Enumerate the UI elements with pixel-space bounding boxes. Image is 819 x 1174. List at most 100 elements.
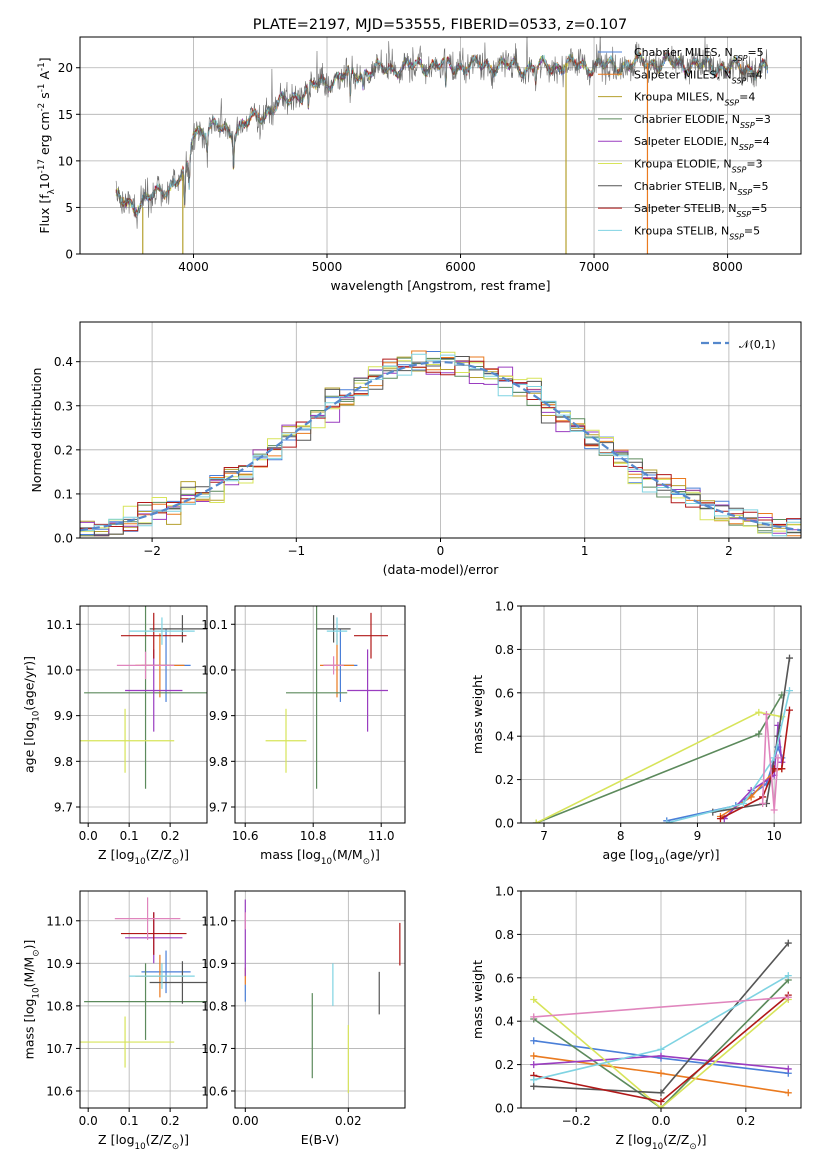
- y-tick-label: 10.0: [46, 663, 73, 677]
- weight-marker: [785, 706, 793, 714]
- y-tick-label: 0.6: [495, 971, 514, 985]
- errorbar-point: [84, 963, 207, 1040]
- y-tick-label: 10.1: [201, 618, 228, 632]
- legend-count: =4: [746, 68, 762, 81]
- weight-marker: [778, 765, 786, 773]
- y-tick-label: 10.8: [201, 999, 228, 1013]
- label-part: (Z/Z: [663, 1132, 689, 1147]
- y-tick-label: 0.0: [495, 1102, 514, 1116]
- plot-area: [244, 899, 401, 1094]
- x-tick-label: 2: [725, 544, 733, 558]
- weight-marker: [530, 1076, 538, 1084]
- legend-subscript: SSP: [740, 120, 755, 129]
- plot-area: [265, 606, 388, 789]
- y-tick-label: 11.0: [46, 914, 73, 928]
- x-tick-label: 10: [767, 829, 782, 843]
- y-tick-label: 10.1: [46, 618, 73, 632]
- weight-line: [533, 998, 789, 1108]
- y-tick-label: 0.0: [54, 532, 73, 546]
- plot-area: [115, 37, 768, 254]
- x-axis-label: (data-model)/error: [383, 562, 500, 577]
- weight-marker: [785, 654, 793, 662]
- label-part: 10: [32, 711, 42, 722]
- y-tick-label: 0.2: [495, 1058, 514, 1072]
- axes-frame: [79, 890, 208, 1109]
- frame: 0.0 0.1 0.29.79.89.910.010.1Z [log10(Z/Z⊙)…: [22, 605, 208, 867]
- label-part: (M/M: [22, 957, 37, 988]
- y-tick-label: 10.9: [46, 957, 73, 971]
- weight-marker: [785, 687, 793, 695]
- errorbar-point: [125, 649, 183, 732]
- chart-title: PLATE=2197, MJD=53555, FIBERID=0533, z=0…: [253, 17, 627, 33]
- x-tick-label: 0.0: [79, 1114, 98, 1128]
- label-part: -1: [37, 62, 47, 71]
- label-part: (M/M: [332, 847, 363, 862]
- errorbar-point: [149, 615, 207, 643]
- errorbar-point: [347, 649, 388, 732]
- y-tick-label: 0.8: [495, 643, 514, 657]
- legend-count: =5: [752, 180, 768, 193]
- x-tick-label: −1: [287, 544, 305, 558]
- y-tick-label: 10.7: [201, 1042, 228, 1056]
- legend-label: Chabrier STELIB, NSSP=5: [634, 180, 768, 197]
- label-part: A: [37, 71, 52, 84]
- label-part: s: [37, 92, 52, 103]
- x-tick-label: −0.2: [562, 1114, 591, 1128]
- y-tick-label: 0.4: [495, 730, 514, 744]
- label-part: Salpeter ELODIE, N: [634, 135, 739, 148]
- label-part: ⊙: [172, 857, 179, 867]
- label-part: Kroupa STELIB, N: [634, 224, 729, 237]
- weight-marker: [530, 996, 538, 1003]
- y-tick-label: 0: [65, 248, 73, 262]
- y-axis-label: mass weight: [470, 675, 485, 754]
- y-tick-label: 10.8: [46, 999, 73, 1013]
- x-tick-label: 0.1: [120, 829, 139, 843]
- weight-marker: [784, 972, 792, 980]
- x-axis-label: Z [log10(Z/Z⊙)]: [98, 1132, 189, 1152]
- normal-curve: [80, 360, 801, 532]
- legend-label: Chabrier MILES, NSSP=5: [634, 46, 764, 63]
- y-tick-label: 9.9: [54, 709, 73, 723]
- legend-label: Salpeter ELODIE, NSSP=4: [634, 135, 770, 152]
- x-tick-label: 0.2: [736, 1114, 755, 1128]
- legend-subscript: SSP: [733, 54, 748, 63]
- label-part: E(B-V): [301, 1132, 340, 1147]
- errorbar-point: [286, 606, 348, 789]
- label-part: -2: [37, 103, 47, 112]
- x-axis-label: wavelength [Angstrom, rest frame]: [330, 278, 550, 293]
- errorbar-point: [354, 612, 388, 659]
- legend: 𝒩(0,1): [701, 338, 776, 351]
- errorbar-point: [129, 963, 195, 989]
- label-part: )]: [22, 940, 37, 950]
- axes-frame: [234, 890, 406, 1109]
- axes-mass_vs_Z: 0.0 0.1 0.210.610.710.810.911.0Z [log10(Z/…: [22, 890, 208, 1152]
- frame: 10.6 10.8 11.0 9.7 9.8 9.9 10.0 10.1 mass [log10…: [201, 605, 406, 867]
- axes-age_vs_Z: 0.0 0.1 0.29.79.89.910.010.1Z [log10(Z/Z⊙)…: [22, 605, 208, 867]
- x-tick-label: 0.1: [120, 1114, 139, 1128]
- weight-line: [761, 714, 779, 811]
- axes-spectrum: 4000 5000 6000 7000 8000 0 5 10 15 20 wavelength […: [37, 17, 802, 293]
- y-tick-label: 15: [58, 108, 73, 122]
- label-part: 10: [37, 173, 52, 189]
- label-part: Chabrier ELODIE, N: [634, 113, 740, 126]
- errorbar-point: [80, 708, 175, 773]
- label-part: ]: [37, 57, 52, 62]
- label-part: Kroupa MILES, N: [634, 91, 724, 104]
- y-axis-label: mass weight: [470, 960, 485, 1039]
- errorbar-point: [265, 708, 307, 773]
- axes-age_vs_mass: 10.6 10.8 11.0 9.7 9.8 9.9 10.0 10.1 mass [log10…: [201, 605, 406, 867]
- weight-marker: [530, 1052, 538, 1060]
- x-tick-label: 9: [694, 829, 702, 843]
- legend-count: =3: [746, 158, 762, 171]
- legend-subscript: SSP: [739, 143, 754, 152]
- label-part: )]: [370, 847, 380, 862]
- weight-marker: [784, 1065, 792, 1073]
- errorbar-point: [84, 606, 207, 789]
- x-axis-label: age [log10(age/yr)]: [602, 847, 719, 867]
- legend-count: =4: [739, 91, 755, 104]
- y-axis-label: mass [log10(M/M⊙)]: [22, 940, 42, 1060]
- x-tick-label: −2: [143, 544, 161, 558]
- label-part: Chabrier STELIB, N: [634, 180, 738, 193]
- weight-marker: [530, 1061, 538, 1069]
- weight-marker: [657, 1045, 665, 1053]
